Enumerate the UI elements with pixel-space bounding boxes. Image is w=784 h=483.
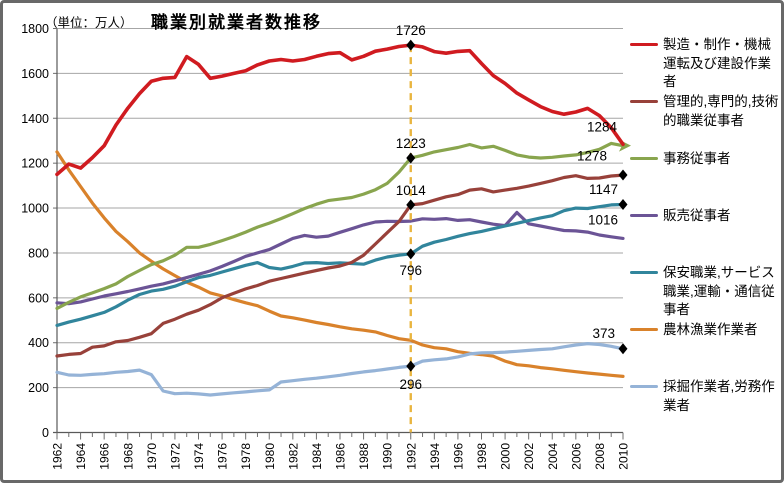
data-label: 1147: [589, 182, 618, 197]
legend-label: 保安職業,サービス職業,運輸・通信従事者: [663, 265, 775, 317]
legend-label: 製造・制作・機械運転及び建設作業者: [663, 37, 771, 89]
legend-item-mining-laborers: 採掘作業者,労務作業者: [630, 378, 781, 415]
x-axis-label: 1972: [168, 443, 182, 470]
series-line: [55, 141, 625, 310]
legend-item-sales: 販売従事者: [630, 207, 781, 226]
data-marker-diamond: [406, 39, 416, 51]
legend-swatch-security-service-transport: [630, 271, 658, 275]
y-axis-label: 600: [28, 291, 49, 305]
legend-swatch-manufacturing: [630, 43, 658, 47]
legend-label: 販売従事者: [663, 208, 731, 223]
legend-item-security-service-transport: 保安職業,サービス職業,運輸・通信従事者: [630, 264, 781, 320]
y-axis-label: 1600: [21, 67, 49, 81]
data-marker-diamond: [406, 360, 416, 372]
data-label: 1014: [396, 183, 427, 198]
x-axis-label: 1970: [145, 443, 159, 470]
x-axis-label: 2004: [546, 443, 560, 470]
legend-label: 農林漁業作業者: [663, 322, 758, 337]
x-axis-label: 2002: [522, 443, 536, 470]
series-line: [55, 173, 625, 358]
x-axis-label: 1978: [239, 443, 253, 470]
legend-item-manufacturing: 製造・制作・機械運転及び建設作業者: [630, 36, 781, 92]
unit-label: （単位：万人）: [45, 16, 133, 30]
legend-label: 事務従事者: [663, 151, 731, 166]
series-line: [55, 342, 625, 397]
x-axis-label: 1976: [216, 443, 230, 470]
chart-title: 職業別就業者数推移: [151, 13, 322, 32]
y-axis-label: 1200: [21, 157, 49, 171]
series-line: [55, 202, 625, 327]
legend-swatch-managerial: [630, 100, 658, 104]
x-axis-label: 2008: [593, 443, 607, 470]
data-label: 1726: [396, 23, 426, 38]
x-axis-label: 1968: [121, 443, 135, 470]
x-axis-label: 1964: [74, 443, 88, 470]
legend-item-agriculture: 農林漁業作業者: [630, 321, 781, 340]
y-axis-label: 0: [42, 426, 49, 440]
x-axis-label: 1996: [451, 443, 465, 470]
x-axis-label: 2000: [499, 443, 513, 470]
legend-label: 採掘作業者,労務作業者: [663, 379, 775, 413]
x-axis-label: 1986: [334, 443, 348, 470]
x-axis-label: 1988: [357, 443, 371, 470]
y-axis-label: 1400: [21, 112, 49, 126]
data-label: 796: [399, 263, 422, 278]
x-axis-label: 1966: [98, 443, 112, 470]
y-axis-label: 800: [28, 246, 49, 260]
legend-label: 管理的,専門的,技術的職業従事者: [663, 94, 779, 128]
data-marker-diamond: [618, 198, 628, 210]
data-label: 373: [592, 326, 615, 341]
data-marker-diamond: [618, 169, 628, 181]
legend-item-clerical: 事務従事者: [630, 150, 781, 169]
x-axis-label: 1984: [310, 443, 324, 470]
data-label: 1284: [587, 119, 618, 134]
data-marker-diamond: [406, 199, 416, 211]
legend-swatch-clerical: [630, 157, 658, 161]
legend-swatch-agriculture: [630, 328, 658, 332]
x-axis-label: 2006: [569, 443, 583, 470]
x-axis-label: 1998: [475, 443, 489, 470]
data-label: 1016: [588, 212, 618, 227]
y-axis-label: 200: [28, 381, 49, 395]
series-line: [55, 210, 625, 306]
y-axis-label: 1000: [21, 202, 49, 216]
data-marker-diamond: [406, 248, 416, 260]
data-marker-diamond: [406, 152, 416, 164]
x-axis-label: 1962: [51, 443, 65, 470]
x-axis-label: 1990: [381, 443, 395, 470]
x-axis-label: 1982: [286, 443, 300, 470]
legend-swatch-mining-laborers: [630, 385, 658, 389]
data-label: 1223: [396, 136, 426, 151]
y-axis-label: 1800: [21, 22, 49, 36]
x-axis-label: 1980: [263, 443, 277, 470]
series-line: [55, 150, 625, 378]
legend-item-managerial: 管理的,専門的,技術的職業従事者: [630, 93, 781, 130]
data-label: 1278: [577, 149, 607, 164]
data-marker-diamond: [618, 343, 628, 355]
x-axis-label: 2010: [617, 443, 631, 470]
legend-swatch-sales: [630, 214, 658, 218]
x-axis-label: 1992: [404, 443, 418, 470]
x-axis-label: 1994: [428, 443, 442, 470]
data-label: 296: [399, 377, 422, 392]
y-axis-label: 400: [28, 336, 49, 350]
x-axis-label: 1974: [192, 443, 206, 470]
legend: 製造・制作・機械運転及び建設作業者 管理的,専門的,技術的職業従事者 事務従事者…: [630, 3, 781, 480]
series-line: [55, 43, 625, 177]
chart-plot: 0 200 400 600 800 1000 1200 1400 1600 1800 1962 196…: [21, 22, 631, 470]
